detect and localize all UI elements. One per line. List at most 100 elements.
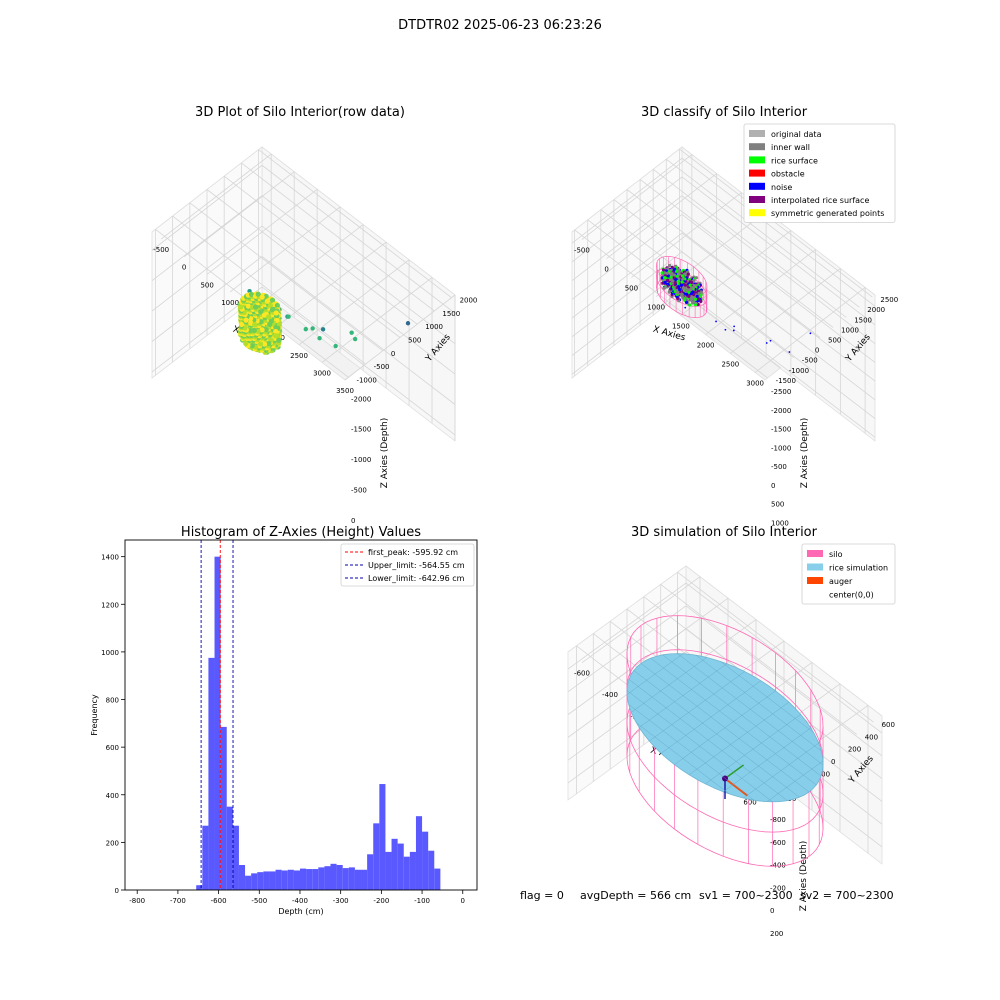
histogram-xtick-6: -200 bbox=[373, 897, 389, 905]
raw-wall-point-849 bbox=[264, 298, 271, 304]
histogram-bar-21 bbox=[324, 866, 331, 890]
classify-point-686 bbox=[684, 289, 688, 293]
simulation-auger bbox=[724, 777, 749, 797]
classify-noise-point-3 bbox=[809, 332, 812, 335]
simulation-zlabel: Z Axies (Depth) bbox=[799, 841, 809, 912]
histogram-ytick-6: 1200 bbox=[101, 601, 119, 609]
histogram-xtick-3: -500 bbox=[251, 897, 267, 905]
raw-xtick-2: 500 bbox=[200, 281, 213, 289]
classify-legend-label-5: interpolated rice surface bbox=[771, 196, 869, 205]
simulation-rice-mesh-x-11 bbox=[766, 760, 824, 802]
raw-wall-point-862 bbox=[267, 302, 274, 308]
classify-point-475 bbox=[668, 263, 672, 268]
histogram-title: Histogram of Z-Axies (Height) Values bbox=[181, 525, 421, 540]
raw-wall-point-883 bbox=[266, 314, 272, 320]
raw-ytick-5: 1500 bbox=[442, 310, 460, 318]
classify-ytick-8: 2500 bbox=[880, 296, 898, 304]
histogram-bar-20 bbox=[318, 867, 325, 890]
simulation-rice-mesh-x-8 bbox=[705, 714, 801, 785]
simulation-center-y-axis bbox=[724, 764, 744, 780]
raw-wall-point-888 bbox=[273, 310, 279, 316]
classify-legend-swatch-5 bbox=[749, 196, 765, 203]
classify-ytick-5: 1000 bbox=[841, 326, 859, 334]
raw-outlier-point-7 bbox=[405, 321, 411, 326]
histogram-ytick-5: 1000 bbox=[101, 649, 119, 657]
simulation-legend-swatch-1 bbox=[807, 563, 823, 571]
raw-wall-point-887 bbox=[251, 327, 257, 333]
raw-xtick-6: 2500 bbox=[290, 352, 308, 360]
simulation-rice-mesh-x-9 bbox=[723, 727, 811, 792]
histogram-bar-29 bbox=[373, 823, 380, 890]
avg-depth-readout: avgDepth = 566 cm bbox=[580, 889, 692, 902]
raw-wall-point-894 bbox=[243, 317, 249, 323]
histogram-bar-8 bbox=[245, 875, 252, 890]
classify-legend-swatch-0 bbox=[749, 130, 765, 137]
classify-point-692 bbox=[681, 274, 685, 278]
histogram-bar-7 bbox=[238, 865, 246, 890]
histogram-bar-19 bbox=[312, 869, 319, 890]
histogram-bar-11 bbox=[263, 871, 270, 890]
sv1-readout: sv1 = 700~2300 bbox=[699, 889, 793, 902]
histogram-bar-25 bbox=[348, 867, 355, 890]
classify-legend-frame bbox=[743, 123, 896, 223]
raw-outlier-point-2 bbox=[317, 336, 322, 341]
classify-point-675 bbox=[680, 294, 684, 298]
classify-cloud bbox=[660, 263, 703, 307]
classify-point-695 bbox=[672, 273, 677, 277]
flag-readout: flag = 0 bbox=[520, 889, 564, 902]
histogram-xtick-4: -400 bbox=[292, 897, 308, 905]
histogram-legend-label-1: Upper_limit: -564.55 cm bbox=[368, 561, 465, 570]
classify-point-619 bbox=[672, 275, 676, 280]
classify-point-487 bbox=[693, 298, 697, 302]
classify-point-631 bbox=[686, 288, 690, 292]
histogram-bar-23 bbox=[336, 865, 343, 890]
simulation-rice-mesh-y-9 bbox=[677, 653, 824, 766]
raw-wall-point-891 bbox=[259, 294, 265, 300]
histogram-bar-17 bbox=[299, 868, 307, 890]
histogram-bar-32 bbox=[391, 838, 398, 890]
simulation-ztick-4: 0 bbox=[770, 907, 774, 915]
raw-wall-point-852 bbox=[248, 320, 254, 326]
classify-point-559 bbox=[661, 268, 666, 272]
raw-wall-point-898 bbox=[272, 333, 278, 339]
histogram-bar-36 bbox=[415, 816, 423, 890]
raw-wall-point-797 bbox=[248, 291, 255, 298]
raw-wall-point-870 bbox=[261, 312, 267, 318]
raw-ytick-6: 2000 bbox=[460, 297, 478, 305]
classify-noise-point-6 bbox=[733, 325, 736, 328]
raw-xtick-3: 1000 bbox=[221, 299, 239, 307]
classify-point-685 bbox=[662, 286, 666, 290]
classify-point-607 bbox=[682, 298, 687, 302]
classify-point-682 bbox=[669, 275, 673, 279]
simulation-legend-label-1: rice simulation bbox=[829, 564, 888, 573]
classify-point-677 bbox=[663, 275, 667, 280]
raw-wall-point-892 bbox=[243, 340, 249, 347]
histogram-xtick-0: -800 bbox=[129, 897, 145, 905]
simulation-legend-label-2: auger bbox=[829, 577, 853, 586]
raw-wall-point-878 bbox=[255, 291, 261, 297]
raw-ztick-4: 0 bbox=[351, 517, 355, 525]
simulation-ztick-0: -800 bbox=[770, 816, 786, 824]
simulation-ytick-5: 400 bbox=[865, 733, 878, 741]
classify-point-637 bbox=[680, 280, 684, 284]
classify-point-696 bbox=[681, 286, 685, 290]
classify-legend-label-2: rice surface bbox=[771, 156, 818, 165]
classify-point-509 bbox=[670, 265, 674, 269]
classify-noise-point-5 bbox=[765, 342, 768, 344]
classify-legend-swatch-6 bbox=[749, 209, 765, 217]
classify-ytick-4: 500 bbox=[828, 337, 841, 345]
raw-3d-panel: 3D Plot of Silo Interior(row data)-50005… bbox=[151, 105, 478, 525]
raw-wall-cloud bbox=[237, 291, 282, 355]
raw-outlier-point-1 bbox=[303, 326, 308, 332]
histogram-ytick-3: 600 bbox=[106, 744, 119, 752]
classify-noise-point-4 bbox=[732, 329, 735, 332]
raw-outlier-point-4 bbox=[352, 336, 358, 342]
classify-noise-point-1 bbox=[724, 328, 727, 331]
raw-wall-point-897 bbox=[239, 321, 245, 328]
histogram-bar-13 bbox=[275, 869, 282, 890]
classify-point-699 bbox=[697, 297, 701, 301]
classify-point-543 bbox=[673, 267, 677, 271]
simulation-legend-label-3: center(0,0) bbox=[829, 591, 874, 600]
histogram-xtick-2: -600 bbox=[211, 897, 227, 905]
histogram-bar-39 bbox=[434, 868, 441, 890]
